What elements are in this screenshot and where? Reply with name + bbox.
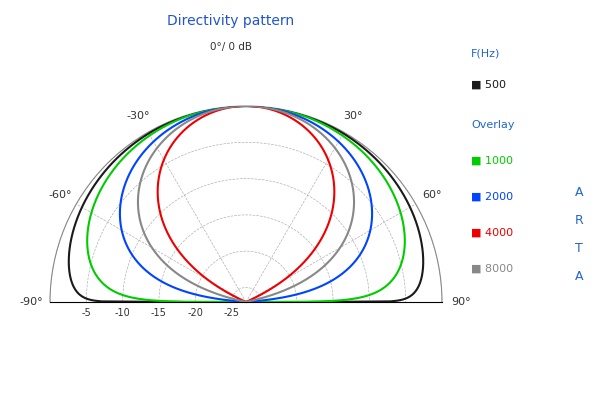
Text: F(Hz): F(Hz) (471, 48, 500, 58)
Text: ■ 4000: ■ 4000 (471, 228, 513, 238)
Text: ■ 8000: ■ 8000 (471, 264, 513, 274)
Text: 0°/ 0 dB: 0°/ 0 dB (210, 42, 252, 52)
Text: ■ 500: ■ 500 (471, 80, 506, 90)
Text: ■ 1000: ■ 1000 (471, 156, 513, 166)
Text: R: R (575, 214, 583, 226)
Text: A: A (575, 186, 583, 198)
Text: T: T (575, 242, 583, 254)
Text: A: A (575, 270, 583, 282)
Text: Directivity pattern: Directivity pattern (167, 14, 295, 28)
Text: ■ 2000: ■ 2000 (471, 192, 513, 202)
Text: Overlay: Overlay (471, 120, 515, 130)
